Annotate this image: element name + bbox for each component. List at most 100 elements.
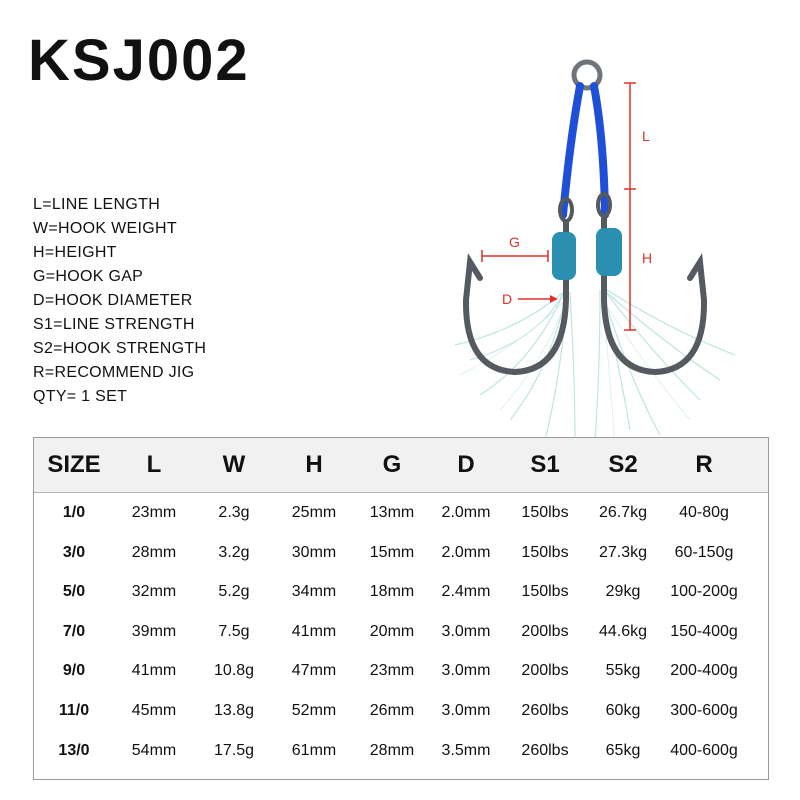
table-row: 13/0 54mm 17.5g 61mm 28mm 3.5mm 260lbs 65kg 400-… <box>34 732 768 772</box>
hook-left <box>462 219 569 376</box>
table-cell-l: 39mm <box>131 622 177 640</box>
table-row: 11/0 45mm 13.8g 52mm 26mm 3.0mm 260lbs 60kg 300-… <box>34 692 768 732</box>
table-cell-l: 32mm <box>131 583 177 601</box>
table-cell-w: 5.2g <box>218 583 250 601</box>
table-cell-size: 13/0 <box>58 741 90 759</box>
table-cell-h: 34mm <box>291 583 337 601</box>
table-cell-h: 61mm <box>291 741 337 759</box>
table-cell-s1: 150lbs <box>521 583 569 601</box>
header-h: H <box>305 451 323 478</box>
table-cell-l: 54mm <box>131 741 177 759</box>
header-g: G <box>382 451 402 478</box>
table-cell-h: 41mm <box>291 622 337 640</box>
table-cell-size: 5/0 <box>62 583 86 601</box>
table-cell-r: 150-400g <box>670 622 738 640</box>
table-cell-r: 400-600g <box>670 741 738 759</box>
table-cell-size: 9/0 <box>62 662 86 680</box>
table-cell-s2: 55kg <box>605 662 641 680</box>
table-row: 5/0 32mm 5.2g 34mm 18mm 2.4mm 150lbs 29kg 100-20… <box>34 573 768 613</box>
table-cell-s2: 44.6kg <box>598 622 648 640</box>
table-cell-d: 3.5mm <box>441 741 491 759</box>
table-cell-l: 23mm <box>131 504 177 521</box>
header-d: D <box>457 451 475 478</box>
table-cell-size: 11/0 <box>58 702 90 719</box>
table-cell-h: 52mm <box>291 702 337 719</box>
header-s2: S2 <box>608 451 638 478</box>
table-cell-w: 17.5g <box>213 741 255 759</box>
table-cell-w: 3.2g <box>218 543 250 561</box>
skirt-fibers <box>454 287 736 441</box>
table-cell-s2: 29kg <box>605 583 641 601</box>
table-cell-w: 13.8g <box>213 702 255 719</box>
table-cell-d: 3.0mm <box>441 622 491 640</box>
table-cell-s1: 150lbs <box>521 504 569 521</box>
table-cell-g: 26mm <box>369 702 415 719</box>
legend-item: W=HOOK WEIGHT <box>33 220 177 237</box>
table-cell-s1: 260lbs <box>521 741 569 759</box>
table-row: 7/0 39mm 7.5g 41mm 20mm 3.0mm 200lbs 44.6kg 150-… <box>34 613 768 653</box>
table-cell-s1: 200lbs <box>521 622 569 640</box>
legend-item: G=HOOK GAP <box>33 268 144 285</box>
spec-table: SIZE L W H G D S1 S2 R 1/0 23mm 2.3g 25mm 13… <box>33 437 769 780</box>
legend-item: S2=HOOK STRENGTH <box>33 340 207 357</box>
table-cell-s1: 150lbs <box>521 543 569 561</box>
table-cell-h: 47mm <box>291 662 337 680</box>
table-cell-g: 23mm <box>369 662 415 680</box>
hook-diagram: L H G D <box>454 59 736 446</box>
table-cell-g: 15mm <box>369 543 415 561</box>
table-cell-r: 200-400g <box>670 662 738 680</box>
table-header: SIZE L W H G D S1 S2 R <box>34 438 768 493</box>
table-cell-d: 3.0mm <box>441 702 491 719</box>
legend-item: QTY= 1 SET <box>33 388 128 405</box>
table-cell-d: 2.4mm <box>441 583 491 601</box>
hook-right <box>601 215 708 376</box>
header-w: W <box>222 451 246 478</box>
table-cell-g: 18mm <box>369 583 415 601</box>
thread-collar-left <box>552 232 576 280</box>
table-cell-h: 30mm <box>291 543 337 561</box>
table-cell-l: 45mm <box>131 702 177 719</box>
table-cell-w: 7.5g <box>218 622 250 640</box>
dimension-label-G: G <box>509 234 520 250</box>
header-l: L <box>146 451 162 478</box>
table-cell-s2: 26.7kg <box>598 504 648 521</box>
spec-legend: L=LINE LENGTH W=HOOK WEIGHT H=HEIGHT G=H… <box>33 193 206 409</box>
table-cell-r: 60-150g <box>674 543 734 561</box>
table-cell-g: 13mm <box>369 504 415 521</box>
table-cell-w: 10.8g <box>213 662 255 680</box>
split-ring-icon <box>571 59 603 91</box>
table-cell-d: 2.0mm <box>441 504 491 521</box>
dimension-label-H: H <box>642 250 652 266</box>
dimension-label-D: D <box>502 291 512 307</box>
product-title: KSJ002 <box>28 28 250 93</box>
table-cell-d: 2.0mm <box>441 543 491 561</box>
table-cell-s2: 60kg <box>605 702 641 719</box>
legend-item: D=HOOK DIAMETER <box>33 292 193 309</box>
table-cell-s2: 65kg <box>605 741 641 759</box>
table-row: 1/0 23mm 2.3g 25mm 13mm 2.0mm 150lbs 26.7kg 40-8… <box>34 494 768 534</box>
table-cell-s2: 27.3kg <box>598 543 648 561</box>
table-cell-r: 300-600g <box>670 702 738 719</box>
table-cell-size: 7/0 <box>62 622 86 640</box>
table-cell-r: 40-80g <box>679 504 729 521</box>
table-cell-h: 25mm <box>291 504 337 521</box>
table-cell-s1: 200lbs <box>521 662 569 680</box>
table-row: 3/0 28mm 3.2g 30mm 15mm 2.0mm 150lbs 27.3kg 60-1… <box>34 534 768 574</box>
table-cell-g: 20mm <box>369 622 415 640</box>
table-cell-l: 28mm <box>131 543 177 561</box>
table-row: 9/0 41mm 10.8g 47mm 23mm 3.0mm 200lbs 55kg 200-4… <box>34 652 768 692</box>
table-cell-s1: 260lbs <box>521 702 569 719</box>
table-cell-g: 28mm <box>369 741 415 759</box>
table-cell-size: 3/0 <box>62 543 86 561</box>
dimension-label-L: L <box>642 128 650 144</box>
header-r: R <box>695 451 713 478</box>
table-cell-r: 100-200g <box>670 583 738 601</box>
dimension-lines <box>481 82 636 331</box>
table-cell-size: 1/0 <box>62 504 86 521</box>
legend-item: R=RECOMMEND JIG <box>33 364 195 381</box>
assist-cord-right <box>590 82 609 219</box>
legend-item: H=HEIGHT <box>33 244 117 261</box>
table-cell-l: 41mm <box>131 662 177 680</box>
thread-collar-right <box>596 228 622 276</box>
table-cell-d: 3.0mm <box>441 662 491 680</box>
